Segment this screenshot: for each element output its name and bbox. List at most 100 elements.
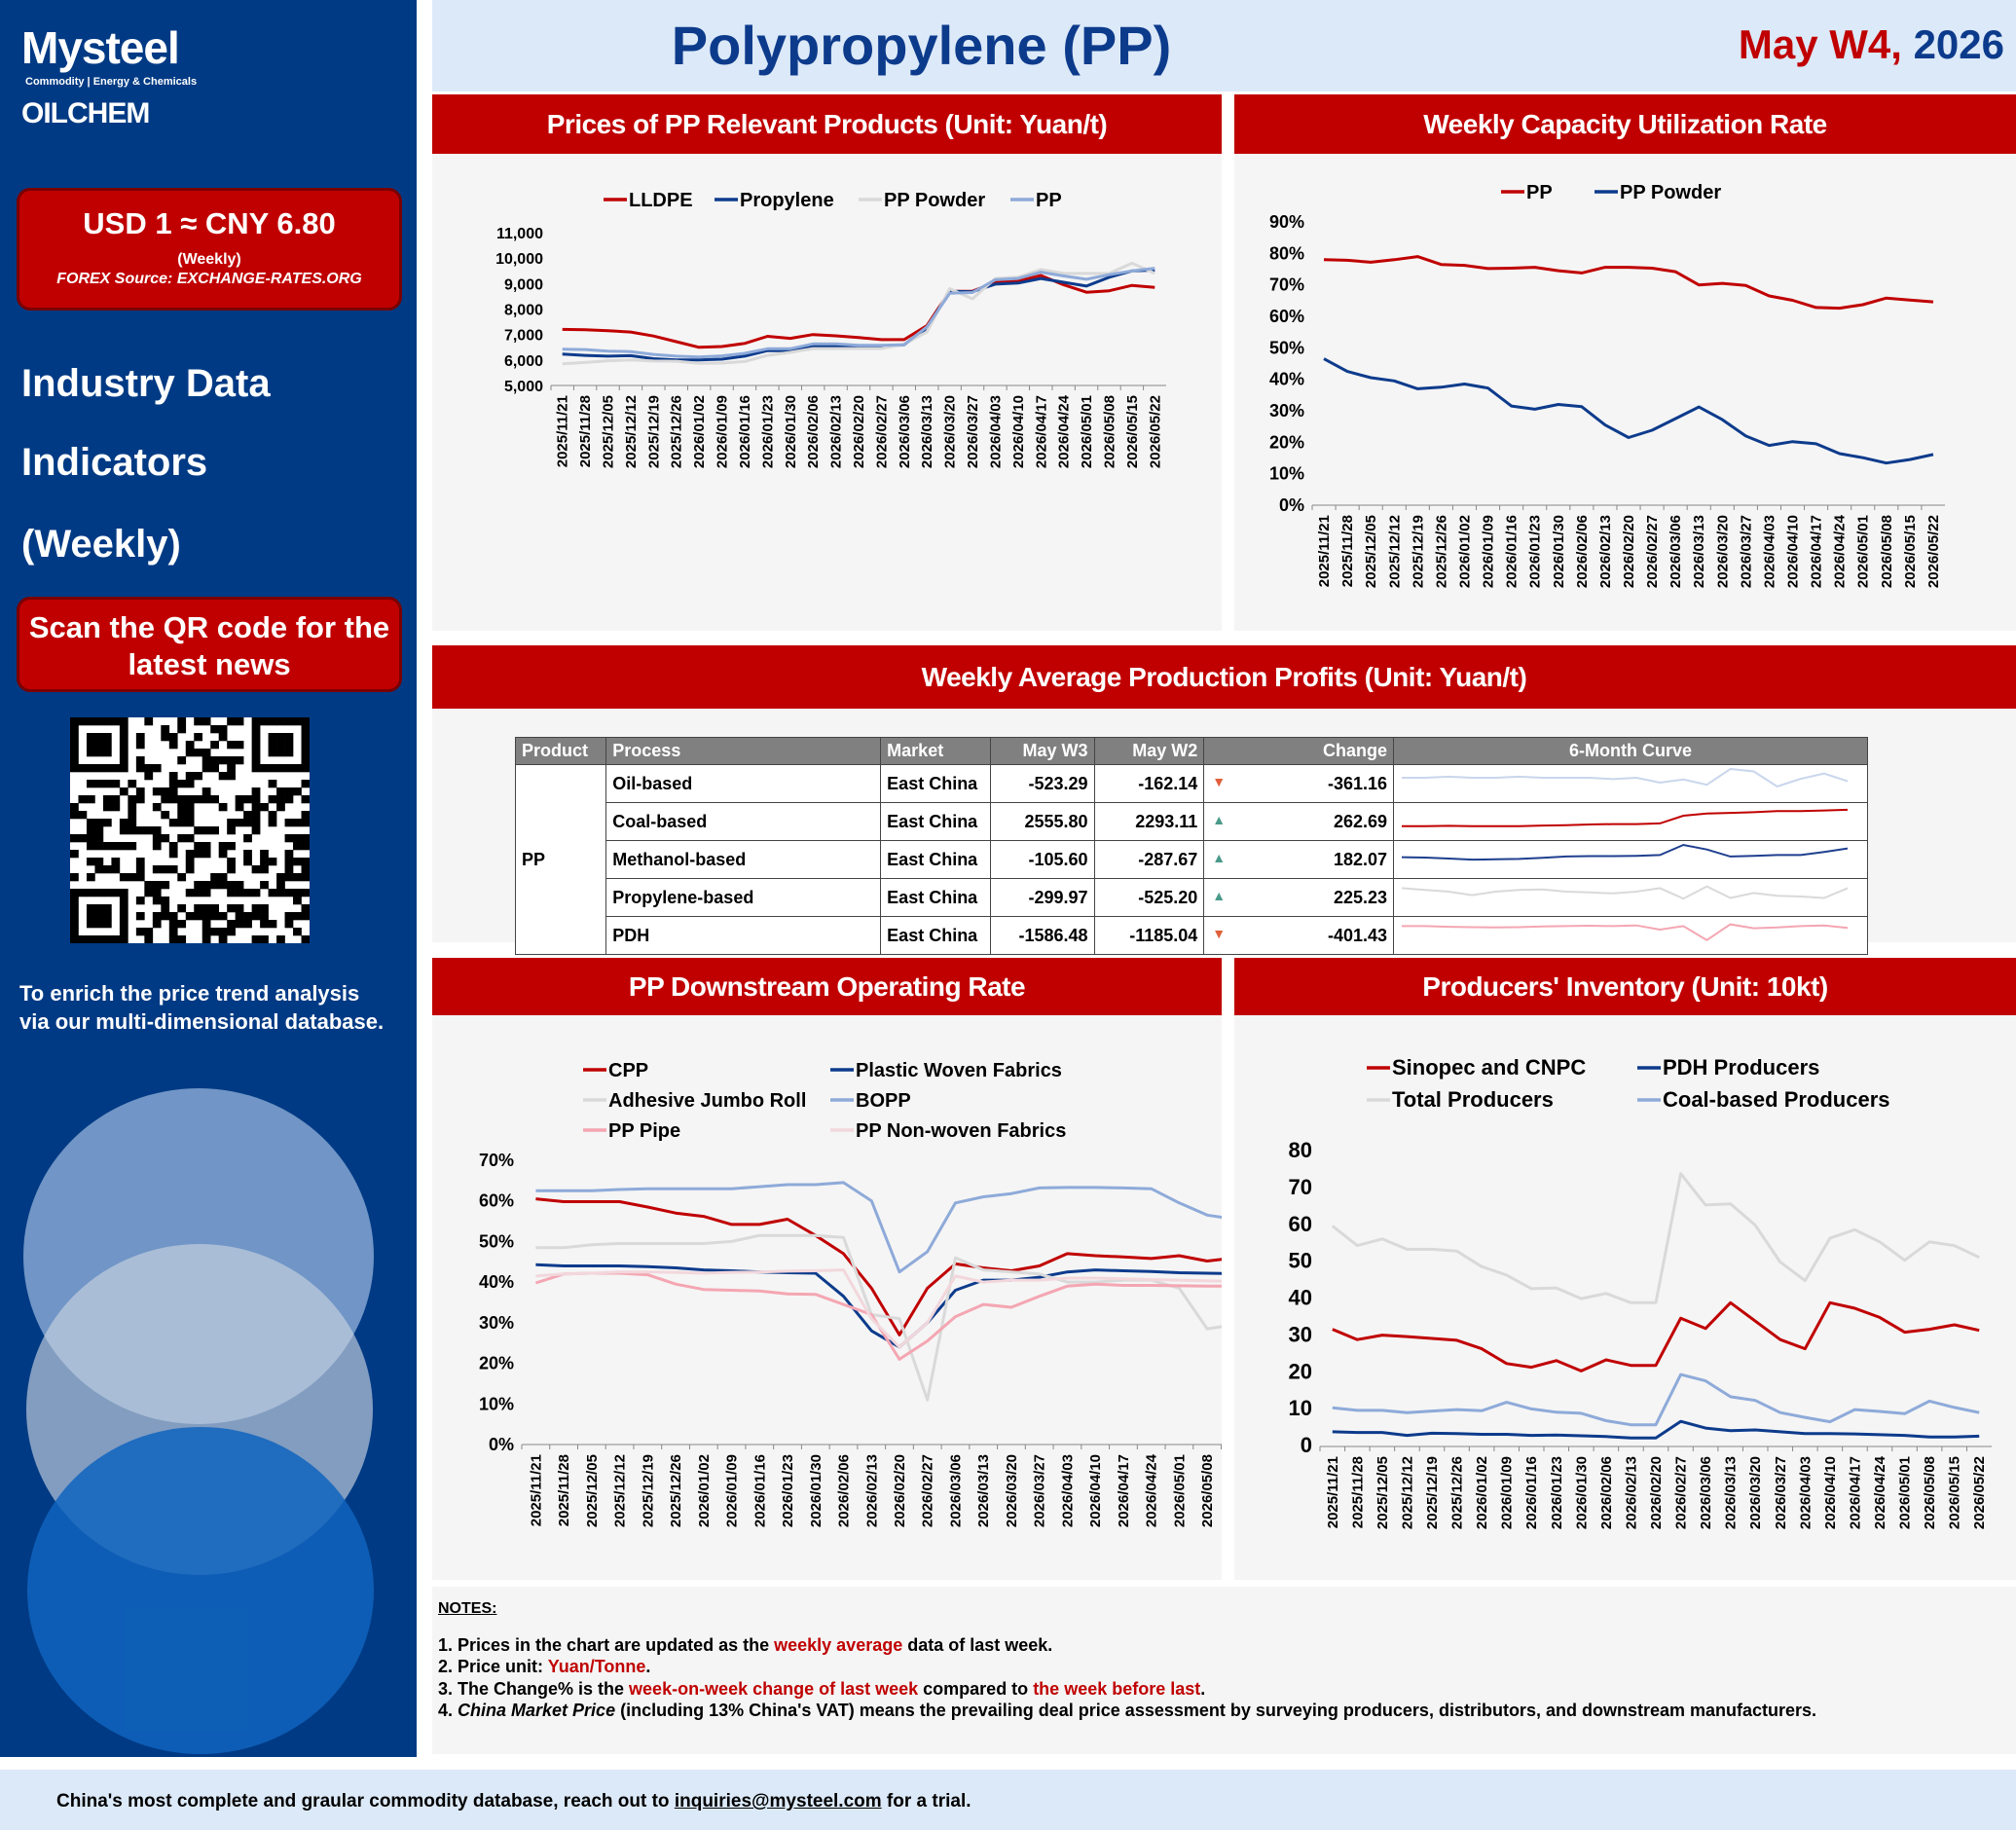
qr-module xyxy=(194,772,203,781)
market-cell: East China xyxy=(880,802,991,841)
qr-module xyxy=(202,928,211,936)
qr-module xyxy=(284,865,294,874)
report-year: 2026 xyxy=(1913,21,2004,67)
x-tick-label: 2026/03/27 xyxy=(965,395,981,468)
footer-email-link[interactable]: inquiries@mysteel.com xyxy=(674,1791,882,1812)
enrich-line-2: via our multi-dimensional database. xyxy=(19,1009,385,1034)
qr-module xyxy=(227,717,236,726)
qr-module xyxy=(194,795,203,804)
qr-module xyxy=(152,897,162,905)
capacity-panel xyxy=(1234,154,2016,631)
qr-module xyxy=(276,717,285,726)
process-cell: Methanol-based xyxy=(605,840,882,879)
qr-module xyxy=(119,741,128,750)
qr-module xyxy=(268,717,277,726)
series-line-plastic-woven-fabrics xyxy=(535,1263,1222,1349)
x-tick-label: 2025/12/26 xyxy=(1449,1456,1466,1529)
qr-module xyxy=(70,764,79,773)
x-tick-label: 2026/05/15 xyxy=(1124,395,1141,468)
x-tick-label: 2026/04/03 xyxy=(1797,1456,1814,1529)
footer-text-start: China's most complete and graular commod… xyxy=(56,1791,675,1812)
qr-module xyxy=(194,749,203,757)
qr-module xyxy=(86,749,95,757)
qr-module xyxy=(293,834,302,843)
may-w2-cell: -525.20 xyxy=(1093,878,1205,917)
qr-module xyxy=(128,842,137,851)
table-row: Propylene-based East China -299.97 -525.20 ▲… xyxy=(516,878,1868,917)
x-tick-label: 2026/05/22 xyxy=(1925,515,1942,588)
y-tick-label: 40% xyxy=(479,1272,514,1292)
x-tick-label: 2025/12/12 xyxy=(623,395,640,468)
x-tick-label: 2026/01/02 xyxy=(691,395,708,468)
qr-module xyxy=(227,842,236,851)
qr-module xyxy=(152,842,162,851)
table-row: PDH East China -1586.48 -1185.04 ▼ -401.43 xyxy=(516,916,1868,955)
process-cell: Propylene-based xyxy=(605,878,882,917)
qr-module xyxy=(293,819,302,827)
page-title: Polypropylene (PP) xyxy=(671,15,1172,76)
qr-module xyxy=(144,928,154,936)
x-tick-label: 2025/11/28 xyxy=(1349,1456,1366,1528)
qr-module xyxy=(78,834,88,843)
notes: NOTES: 1. Prices in the chart are update… xyxy=(438,1598,1816,1722)
qr-module xyxy=(276,881,285,890)
qr-module xyxy=(202,795,211,804)
qr-module xyxy=(94,819,104,827)
qr-module xyxy=(161,834,170,843)
forex-period: (Weekly) xyxy=(177,251,241,268)
qr-module xyxy=(293,764,302,773)
sparkline-line xyxy=(1402,767,1849,788)
qr-module xyxy=(111,780,121,788)
qr-module xyxy=(268,795,277,804)
qr-module xyxy=(185,850,195,859)
qr-module xyxy=(177,811,187,820)
qr-module xyxy=(161,865,170,874)
qr-module xyxy=(70,741,79,750)
qr-module xyxy=(218,935,228,944)
qr-module xyxy=(128,780,137,788)
qr-code[interactable] xyxy=(70,717,311,944)
qr-module xyxy=(251,725,261,734)
x-tick-label: 2026/03/13 xyxy=(1723,1456,1740,1529)
forex-rate: USD 1 ≈ CNY 6.80 xyxy=(83,206,336,240)
qr-module xyxy=(135,897,145,905)
qr-module xyxy=(94,865,104,874)
qr-module xyxy=(293,858,302,866)
qr-module xyxy=(168,795,178,804)
qr-module xyxy=(135,787,145,796)
qr-module xyxy=(168,772,178,781)
scan-qr-button[interactable]: Scan the QR code for the latest news xyxy=(17,597,402,692)
qr-module xyxy=(144,935,154,944)
qr-module xyxy=(251,764,261,773)
x-tick-label: 2026/04/17 xyxy=(1116,1454,1132,1527)
qr-module xyxy=(218,725,228,734)
qr-module xyxy=(161,881,170,890)
qr-module xyxy=(102,803,112,812)
qr-module xyxy=(301,858,311,866)
qr-module xyxy=(177,717,187,726)
qr-module xyxy=(185,858,195,866)
y-tick-label: 80% xyxy=(1269,243,1304,263)
process-cell: Oil-based xyxy=(605,764,882,803)
qr-module xyxy=(227,858,236,866)
x-tick-label: 2025/11/28 xyxy=(556,1454,572,1526)
qr-module xyxy=(293,873,302,882)
legend-label: PP Powder xyxy=(1620,182,1721,203)
qr-module xyxy=(94,741,104,750)
qr-module xyxy=(301,756,311,765)
qr-module xyxy=(94,780,104,788)
triangle-up-icon: ▲ xyxy=(1212,887,1227,903)
qr-module xyxy=(301,733,311,742)
qr-module xyxy=(301,764,311,773)
qr-module xyxy=(284,764,294,773)
qr-module xyxy=(284,850,294,859)
x-tick-label: 2026/05/22 xyxy=(1147,395,1163,468)
qr-module xyxy=(94,764,104,773)
qr-module xyxy=(168,850,178,859)
qr-module xyxy=(235,920,244,929)
legend-label: Propylene xyxy=(740,190,834,211)
qr-module xyxy=(119,912,128,921)
table-row: Coal-based East China 2555.80 2293.11 ▲ 262.6… xyxy=(516,802,1868,841)
qr-module xyxy=(301,780,311,788)
may-w3-cell: -1586.48 xyxy=(989,916,1095,955)
